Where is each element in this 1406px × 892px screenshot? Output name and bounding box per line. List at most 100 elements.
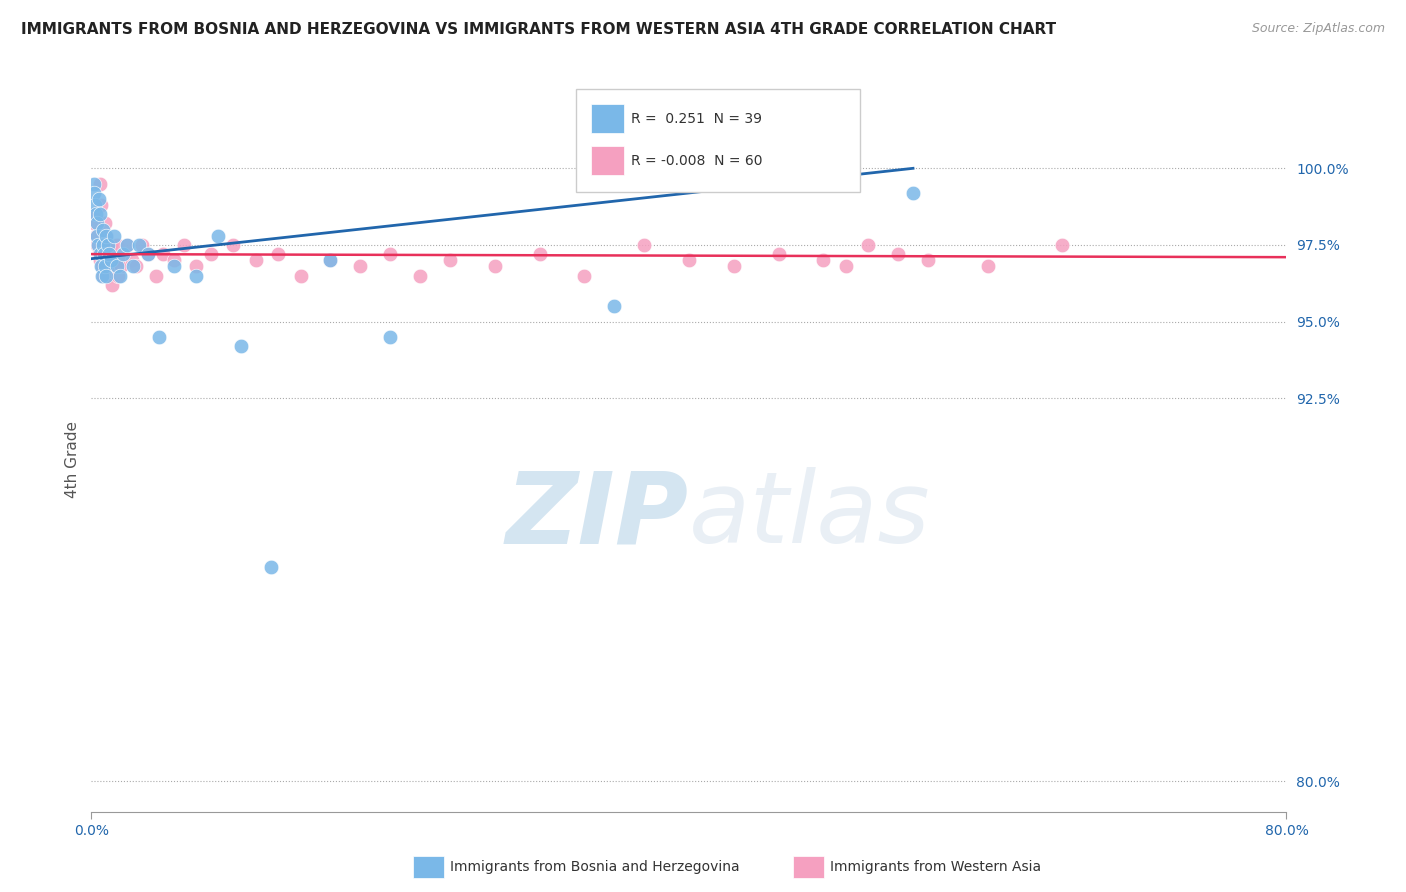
Point xyxy=(90,198,112,212)
Point xyxy=(89,253,111,268)
Text: ZIP: ZIP xyxy=(506,467,689,565)
Text: Immigrants from Bosnia and Herzegovina: Immigrants from Bosnia and Herzegovina xyxy=(450,860,740,874)
Point xyxy=(89,177,111,191)
Point xyxy=(222,238,245,252)
Point xyxy=(87,192,110,206)
Text: R = -0.008  N = 60: R = -0.008 N = 60 xyxy=(631,153,763,168)
Point xyxy=(103,253,125,268)
Point xyxy=(86,228,108,243)
Point xyxy=(633,238,655,252)
Text: R =  0.251  N = 39: R = 0.251 N = 39 xyxy=(631,112,762,126)
Point xyxy=(108,253,131,268)
Point xyxy=(131,238,153,252)
Point xyxy=(93,247,115,261)
Point xyxy=(319,253,342,268)
Point xyxy=(152,247,174,261)
Point xyxy=(917,253,939,268)
Point xyxy=(887,247,910,261)
Point xyxy=(84,228,107,243)
Point xyxy=(813,253,835,268)
Point xyxy=(835,260,858,274)
Point xyxy=(110,260,132,274)
Text: Source: ZipAtlas.com: Source: ZipAtlas.com xyxy=(1251,22,1385,36)
Point xyxy=(103,228,125,243)
Point xyxy=(111,247,134,261)
Point xyxy=(115,238,138,252)
Point xyxy=(439,253,461,268)
Point xyxy=(94,217,117,231)
Point xyxy=(145,268,167,283)
Point xyxy=(86,217,108,231)
Point xyxy=(105,238,128,252)
Point xyxy=(723,260,745,274)
Point xyxy=(162,260,184,274)
Point xyxy=(378,330,402,344)
Point xyxy=(976,260,998,274)
Point xyxy=(94,260,117,274)
Point xyxy=(96,228,118,243)
Point xyxy=(91,268,114,283)
Point xyxy=(97,268,120,283)
Point xyxy=(529,247,551,261)
Point xyxy=(484,260,506,274)
Point xyxy=(94,268,117,283)
Point xyxy=(768,247,790,261)
Point xyxy=(98,247,121,261)
Point xyxy=(104,260,127,274)
Point xyxy=(207,228,229,243)
Point xyxy=(89,207,111,221)
Point xyxy=(100,253,122,268)
Point xyxy=(136,247,159,261)
Point xyxy=(89,247,111,261)
Point xyxy=(128,238,150,252)
Point xyxy=(93,247,115,261)
Point xyxy=(162,253,184,268)
Point xyxy=(108,268,131,283)
Point xyxy=(93,238,115,252)
Text: atlas: atlas xyxy=(689,467,931,565)
Point xyxy=(121,253,143,268)
Point xyxy=(115,238,138,252)
Point xyxy=(267,247,290,261)
Point xyxy=(125,260,148,274)
Point xyxy=(90,260,112,274)
Point xyxy=(97,238,120,252)
Point xyxy=(290,268,312,283)
Point xyxy=(245,253,267,268)
Point xyxy=(84,207,107,221)
Point xyxy=(409,268,432,283)
Point xyxy=(100,238,122,252)
Point xyxy=(107,268,129,283)
Point xyxy=(349,260,371,274)
Point xyxy=(93,238,115,252)
Point xyxy=(98,247,121,261)
Point xyxy=(259,559,281,574)
Point xyxy=(96,228,118,243)
Point xyxy=(678,253,700,268)
Point xyxy=(112,247,135,261)
Point xyxy=(200,247,222,261)
Point xyxy=(83,186,105,200)
Point xyxy=(901,186,924,200)
Point xyxy=(856,238,880,252)
Point xyxy=(87,238,110,252)
Point xyxy=(90,260,112,274)
Point xyxy=(83,217,105,231)
Y-axis label: 4th Grade: 4th Grade xyxy=(65,421,80,498)
Point xyxy=(148,330,170,344)
Point xyxy=(1052,238,1074,252)
Point xyxy=(184,260,207,274)
Text: IMMIGRANTS FROM BOSNIA AND HERZEGOVINA VS IMMIGRANTS FROM WESTERN ASIA 4TH GRADE: IMMIGRANTS FROM BOSNIA AND HERZEGOVINA V… xyxy=(21,22,1056,37)
Point xyxy=(136,247,159,261)
Point xyxy=(101,277,124,292)
Point xyxy=(603,299,626,313)
Point xyxy=(94,260,117,274)
Point xyxy=(184,268,207,283)
Point xyxy=(86,238,108,252)
Point xyxy=(84,198,107,212)
Point xyxy=(122,260,145,274)
Point xyxy=(378,247,402,261)
Point xyxy=(229,339,252,353)
Point xyxy=(90,268,112,283)
Point xyxy=(83,177,105,191)
